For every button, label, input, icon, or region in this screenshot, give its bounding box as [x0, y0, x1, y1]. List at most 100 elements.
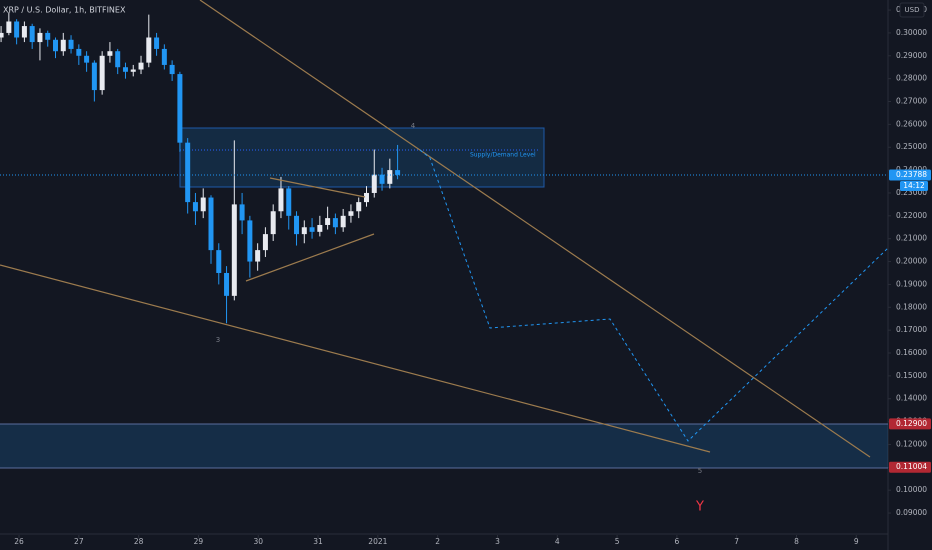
candle-body [278, 188, 284, 212]
candle-body [192, 202, 198, 212]
x-tick-label: 2 [435, 537, 440, 546]
candle-body [371, 174, 377, 193]
x-tick-label: 9 [854, 537, 859, 546]
y-tick-label: 0.19000 [896, 279, 927, 288]
y-tick-label: 0.09000 [896, 508, 927, 517]
y-tick-label: 0.25000 [896, 142, 927, 151]
candle-body [270, 211, 276, 235]
candle-body [348, 211, 354, 216]
triangle-line [245, 233, 375, 282]
supply-zone [179, 127, 545, 188]
y-tick-label: 0.27000 [896, 97, 927, 106]
candle-body [325, 218, 331, 225]
countdown-box [900, 180, 928, 191]
candle-body [301, 227, 307, 235]
price-label: 0.11004 [896, 462, 927, 471]
wave-label: 4 [411, 122, 416, 130]
x-tick-label: 28 [134, 537, 144, 546]
candle-body [247, 220, 253, 262]
candle-body [340, 215, 346, 228]
triangle-line [269, 177, 366, 198]
trend-line [0, 264, 711, 453]
x-tick-label: 6 [674, 537, 679, 546]
candle-body [60, 39, 66, 52]
trend-line [199, 0, 871, 458]
candle-body [37, 32, 43, 43]
candle-body [115, 51, 121, 68]
y-tick-label: 0.20000 [896, 257, 927, 266]
candle-body [286, 188, 292, 216]
candle-body [76, 48, 82, 56]
candles [0, 12, 401, 324]
candle-body [84, 55, 90, 63]
x-tick-label: 27 [74, 537, 84, 546]
candle-body [262, 234, 268, 251]
candle-body [395, 170, 401, 175]
x-tick-label: 26 [14, 537, 24, 546]
candle-body [6, 21, 12, 33]
price-label-box [889, 418, 931, 430]
x-tick-label: 29 [194, 537, 204, 546]
wave-label: 5 [698, 467, 702, 475]
x-tick-label: 7 [734, 537, 739, 546]
candle-body [21, 26, 27, 38]
candle-body [29, 26, 35, 43]
axes: 0.090000.100000.110000.120000.130000.140… [0, 5, 931, 546]
y-tick-label: 0.17000 [896, 325, 927, 334]
candle-body [169, 64, 175, 75]
candle-body [200, 197, 206, 212]
candle-body [356, 202, 362, 212]
candle-body [146, 37, 152, 63]
candle-body [91, 62, 97, 91]
y-tick-label: 0.16000 [896, 348, 927, 357]
candle-body [317, 224, 323, 232]
candle-body [231, 204, 237, 296]
candle-body [208, 197, 214, 251]
candle-body [161, 48, 167, 65]
y-tick-label: 0.23000 [896, 188, 927, 197]
candle-body [379, 174, 385, 184]
wave-label: 3 [216, 336, 220, 344]
candle-body [45, 32, 51, 40]
y-tick-label: 0.29000 [896, 51, 927, 60]
price-label: 0.23788 [896, 170, 927, 179]
projection-path [419, 149, 889, 442]
candle-body [107, 51, 113, 56]
y-tick-label: 0.15000 [896, 371, 927, 380]
price-label-box [889, 169, 931, 181]
candle-body [122, 67, 128, 72]
candle-body [177, 74, 183, 143]
wave-label: Y [695, 500, 704, 515]
currency[interactable]: USD [905, 6, 920, 14]
y-tick-label: 0.10000 [896, 485, 927, 494]
candle-body [53, 39, 58, 52]
candle-body [154, 37, 160, 49]
candle-body [224, 272, 230, 296]
candle-body [294, 215, 300, 235]
candle-body [363, 192, 369, 203]
x-tick-label: 3 [495, 537, 500, 546]
y-tick-label: 0.21000 [896, 234, 927, 243]
candle-body [99, 55, 105, 91]
x-tick-label: 8 [794, 537, 799, 546]
x-tick-label: 2021 [368, 537, 387, 546]
y-tick-label: 0.22000 [896, 211, 927, 220]
candle-body [0, 32, 4, 38]
drawings [0, 0, 889, 458]
x-tick-label: 31 [313, 537, 323, 546]
candle-body [255, 250, 261, 262]
zones [0, 127, 888, 469]
y-tick-label: 0.14000 [896, 394, 927, 403]
candle-body [332, 218, 338, 228]
candle-body [138, 62, 144, 70]
candle-body [14, 21, 20, 38]
chart-title: XRP / U.S. Dollar, 1h, BITFINEX [3, 6, 126, 15]
demand-zone [0, 424, 888, 468]
x-tick-label: 4 [555, 537, 560, 546]
x-tick-label: 5 [615, 537, 620, 546]
currency-box[interactable] [899, 2, 925, 18]
price-label-box [889, 461, 931, 473]
candle-body [130, 69, 136, 72]
